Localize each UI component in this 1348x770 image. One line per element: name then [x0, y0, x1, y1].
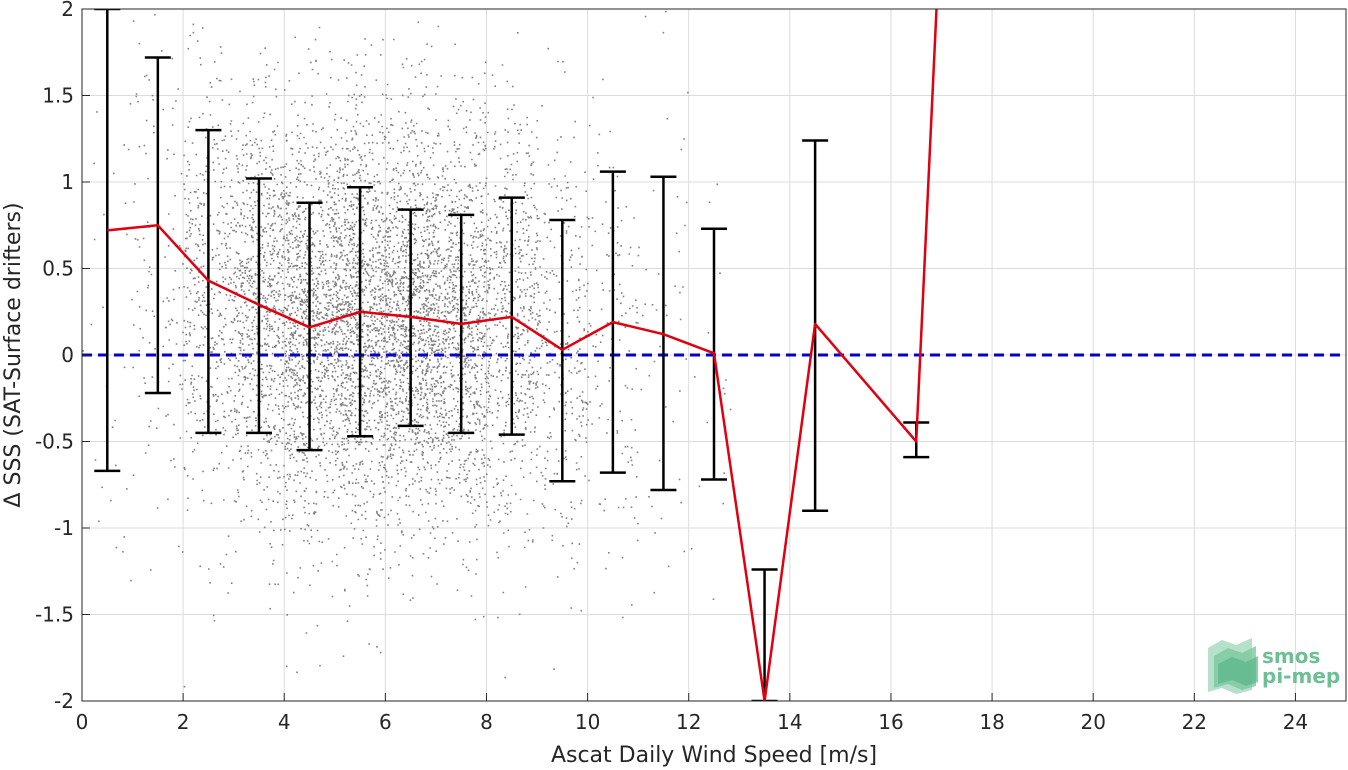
x-tick-label: 10 — [575, 710, 600, 734]
scatter-points — [82, 10, 732, 688]
x-ticks: 0 2 4 6 8 10 12 14 16 18 20 22 24 — [76, 693, 1308, 734]
y-ticks: -2 -1.5 -1 -0.5 0 0.5 1 1.5 2 — [35, 0, 90, 713]
x-tick-label: 12 — [676, 710, 701, 734]
y-axis-label: Δ SSS (SAT-Surface drifters) — [1, 202, 26, 507]
logo-line2: pi-mep — [1262, 664, 1340, 688]
y-tick-label: 0 — [61, 343, 74, 367]
error-bar — [94, 9, 121, 473]
y-tick-label: 1 — [61, 170, 74, 194]
x-tick-label: 4 — [278, 710, 291, 734]
smos-pimep-logo: smos pi-mep — [1208, 638, 1340, 694]
y-tick-label: -1 — [54, 516, 74, 540]
y-tick-label: 2 — [61, 0, 74, 21]
error-bars — [94, 9, 930, 701]
mean-line-path — [107, 9, 938, 701]
x-tick-label: 6 — [379, 710, 392, 734]
x-tick-label: 2 — [177, 710, 190, 734]
logo-line1: smos — [1262, 644, 1320, 668]
x-tick-label: 14 — [777, 710, 802, 734]
error-bar — [751, 568, 778, 701]
x-tick-label: 0 — [76, 710, 89, 734]
scatter-dots — [82, 10, 732, 688]
x-tick-label: 22 — [1182, 710, 1207, 734]
y-tick-label: -2 — [54, 689, 74, 713]
y-tick-label: -1.5 — [35, 603, 74, 627]
y-tick-label: 1.5 — [42, 84, 74, 108]
x-tick-label: 16 — [878, 710, 903, 734]
x-tick-label: 20 — [1080, 710, 1105, 734]
y-tick-label: 0.5 — [42, 257, 74, 281]
x-tick-label: 8 — [480, 710, 493, 734]
x-tick-label: 18 — [979, 710, 1004, 734]
mean-line — [107, 9, 938, 701]
logo-waves-icon — [1208, 638, 1258, 694]
x-axis-label: Ascat Daily Wind Speed [m/s] — [551, 743, 877, 768]
y-tick-label: -0.5 — [35, 430, 74, 454]
x-tick-label: 24 — [1283, 710, 1308, 734]
